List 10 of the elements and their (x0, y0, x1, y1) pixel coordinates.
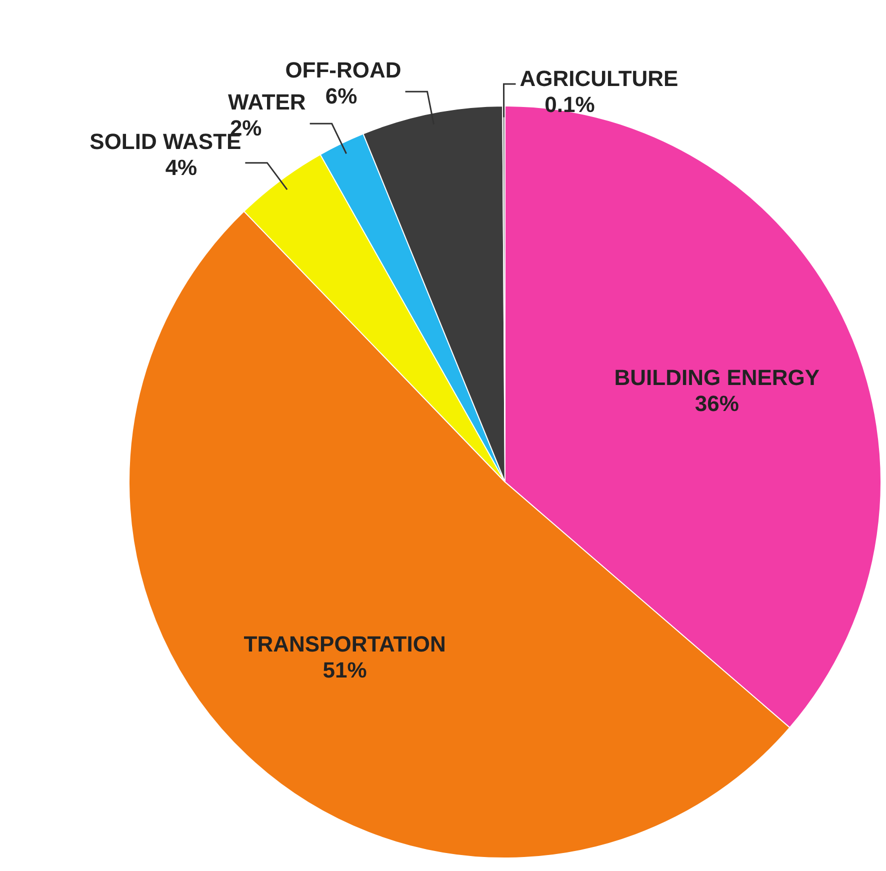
data-label: 4% (165, 154, 198, 180)
data-label: 51% (322, 657, 367, 682)
slice-label: AGRICULTURE (520, 66, 678, 91)
slice-label: BUILDING ENERGY (614, 364, 820, 390)
slice-label: OFF-ROAD (285, 58, 402, 83)
data-label: 0.1% (544, 92, 595, 117)
slice-label: WATER (228, 90, 306, 115)
data-label: 6% (325, 84, 358, 109)
slice-label: TRANSPORTATION (244, 631, 446, 656)
data-label: 36% (694, 390, 739, 416)
